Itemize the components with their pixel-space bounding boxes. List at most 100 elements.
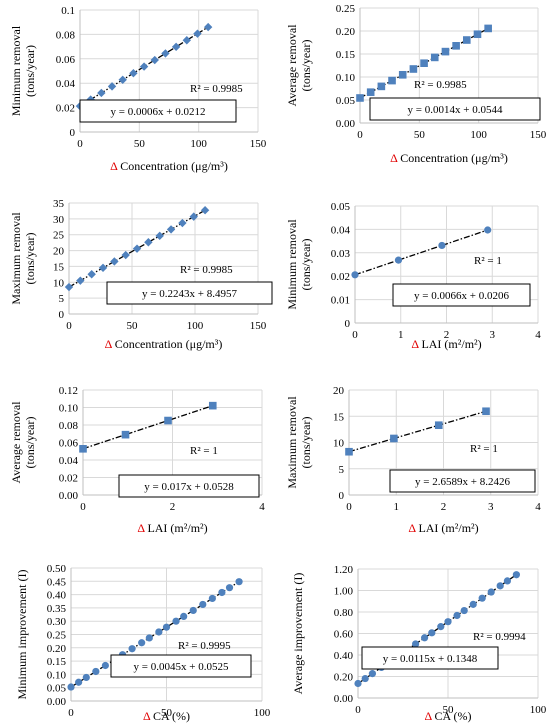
data-point (235, 578, 243, 586)
y-tick-label: 1.20 (334, 564, 354, 576)
x-tick-label: 3 (490, 329, 496, 341)
equation-box (106, 281, 273, 305)
data-point (512, 571, 521, 579)
y-tick-label: 0.40 (47, 590, 67, 602)
data-point (463, 36, 471, 44)
data-point (452, 42, 460, 50)
y-tick-label: 0.15 (47, 656, 67, 668)
data-point (351, 271, 359, 279)
y-tick-label: 0.04 (56, 78, 76, 90)
x-tick-label: 1 (398, 329, 404, 341)
x-tick-label: 100 (190, 138, 207, 150)
r-squared-label: R² = 0.9994 (473, 631, 526, 643)
x-tick-label: 2 (170, 501, 176, 513)
data-point (82, 673, 90, 682)
equation-box (361, 646, 499, 670)
x-tick-label: 0 (352, 329, 358, 341)
data-point (75, 678, 83, 686)
data-point (496, 582, 504, 590)
data-point (409, 65, 418, 73)
data-point (64, 282, 74, 292)
x-axis-label: Δ LAI (m²/m²) (408, 521, 478, 535)
y-axis-label: Average removal(tons/year) (285, 24, 313, 107)
x-tick-label: 50 (127, 320, 139, 332)
equation-label: y = 0.0115x + 0.1348 (383, 653, 478, 665)
x-axis-label: Δ Concentration (μg/m³) (105, 337, 223, 351)
y-tick-label: 0.10 (336, 72, 356, 84)
y-tick-label: 10 (333, 438, 345, 450)
data-point (345, 447, 353, 456)
chart-c2: 0.00 0.05 0.10 0.15 0.20 0.25 0 50 100 150 Average… (285, 3, 547, 165)
y-tick-label: 0.08 (56, 29, 76, 41)
x-tick-label: 0 (80, 501, 86, 513)
y-axis-label: Average removal(tons/year) (9, 401, 37, 484)
equation-label: y = 0.0006x + 0.0212 (111, 106, 206, 118)
data-point (208, 401, 217, 410)
chart-c6: 0 5 10 15 20 0 1 2 3 4 Maximum removal(tons/year) Δ… (285, 385, 541, 535)
y-tick-label: 0.20 (334, 672, 354, 684)
y-tick-label: 0.05 (47, 683, 67, 695)
x-tick-label: 50 (161, 707, 173, 719)
data-point (361, 674, 369, 683)
y-tick-label: 0.10 (47, 669, 67, 681)
y-tick-label: 0.80 (334, 607, 354, 619)
y-tick-label: 0.1 (61, 5, 75, 17)
data-point (354, 679, 362, 688)
y-tick-label: 0.03 (331, 248, 351, 260)
y-tick-label: 0.05 (336, 95, 356, 107)
data-point (92, 667, 100, 676)
equation-label: y = 2.6589x + 8.2426 (415, 476, 510, 488)
data-point (460, 606, 468, 615)
data-point (121, 430, 130, 439)
data-point (129, 68, 138, 78)
y-tick-label: 0.25 (336, 3, 356, 15)
x-tick-label: 100 (530, 704, 547, 716)
data-point (172, 617, 180, 625)
data-point (473, 30, 482, 39)
y-tick-label: 0.35 (47, 603, 67, 615)
y-tick-label: 5 (339, 464, 345, 476)
data-point (377, 82, 386, 91)
data-point (189, 606, 197, 615)
x-tick-label: 50 (443, 704, 455, 716)
data-point (162, 623, 171, 631)
data-point (398, 70, 407, 79)
x-tick-label: 0 (66, 320, 72, 332)
y-tick-label: 0.30 (47, 616, 67, 628)
equation-box (369, 97, 541, 121)
data-point (87, 270, 96, 279)
data-point (97, 88, 106, 98)
y-tick-label: 0.05 (331, 201, 351, 213)
data-point (484, 226, 492, 234)
data-point (76, 276, 85, 285)
x-tick-label: 4 (535, 501, 541, 513)
equation-label: y = 0.2243x + 8.4957 (142, 288, 237, 300)
x-tick-label: 100 (470, 129, 487, 141)
data-point (145, 634, 153, 642)
y-tick-label: 0.25 (47, 630, 67, 642)
x-tick-label: 0 (346, 501, 352, 513)
x-tick-label: 50 (134, 138, 146, 150)
y-tick-label: 5 (59, 293, 65, 305)
x-tick-label: 150 (250, 320, 267, 332)
data-point (438, 241, 446, 250)
equation-label: y = 0.0014x + 0.0544 (408, 104, 503, 116)
data-point (144, 238, 153, 247)
x-tick-label: 150 (250, 138, 267, 150)
r-squared-label: R² = 1 (190, 445, 218, 457)
chart-c8: 0.00 0.20 0.40 0.60 0.80 1.00 1.20 0 50 100 Averag… (291, 564, 547, 723)
x-tick-label: 2 (444, 329, 450, 341)
data-point (453, 611, 461, 620)
y-tick-label: 30 (53, 214, 65, 226)
equation-box (79, 99, 237, 123)
chart-c4: 0 0.01 0.02 0.03 0.04 0.05 0 1 2 3 4 Minimum remova… (285, 201, 541, 351)
y-tick-label: 25 (53, 230, 65, 242)
data-point (178, 218, 187, 228)
data-point (356, 94, 364, 102)
data-point (128, 645, 136, 653)
data-point (412, 640, 420, 648)
data-point (484, 24, 492, 33)
y-tick-label: 0.60 (334, 629, 354, 641)
x-tick-label: 0 (77, 138, 83, 150)
data-point (434, 421, 443, 430)
